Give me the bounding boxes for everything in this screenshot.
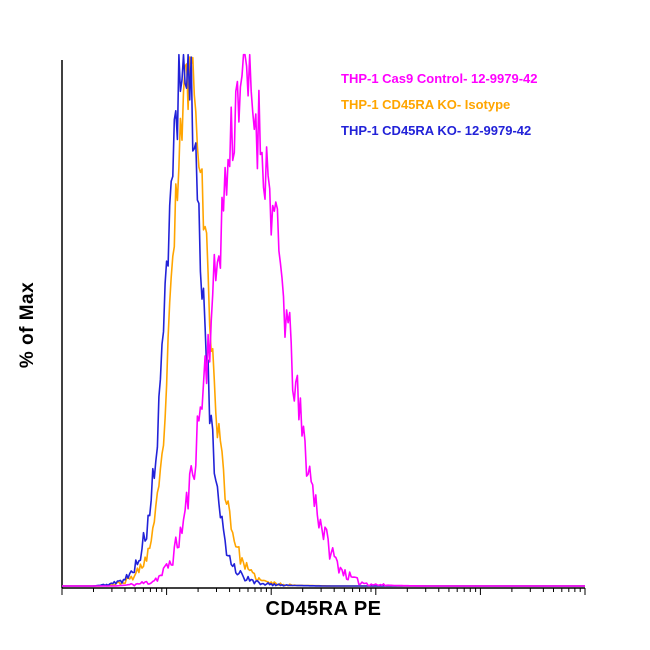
legend: THP-1 Cas9 Control- 12-9979-42 THP-1 CD4… <box>341 66 538 144</box>
histogram-curve-0 <box>62 53 585 587</box>
legend-item-ko-isotype: THP-1 CD45RA KO- Isotype <box>341 97 511 112</box>
legend-item-cas9-control: THP-1 Cas9 Control- 12-9979-42 <box>341 71 538 86</box>
legend-item-ko-stained: THP-1 CD45RA KO- 12-9979-42 <box>341 123 532 138</box>
y-axis-label: % of Max <box>17 281 38 369</box>
x-axis-label: CD45RA PE <box>265 598 382 620</box>
